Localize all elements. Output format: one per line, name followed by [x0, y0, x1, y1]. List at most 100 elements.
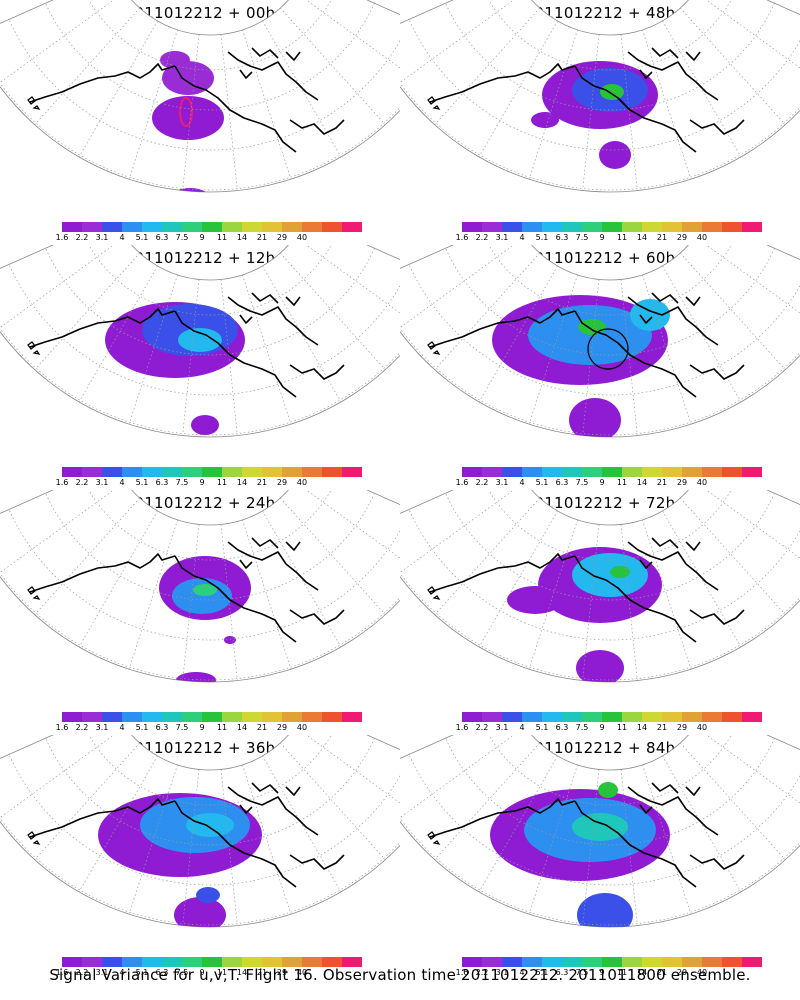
colorbar	[462, 222, 762, 232]
colorbar-swatch	[602, 222, 622, 232]
colorbar-swatch	[162, 467, 182, 477]
coastlines	[429, 292, 745, 398]
colorbar-tick-label: 11	[216, 968, 228, 977]
colorbar-swatch	[82, 957, 102, 967]
colorbar-tick-label: 29	[276, 233, 288, 242]
graticule	[0, 735, 400, 926]
variance-contour	[172, 578, 232, 614]
variance-contour	[572, 553, 648, 597]
colorbar-tick-label: 4	[519, 723, 525, 732]
colorbar-tick-label: 9	[199, 968, 205, 977]
colorbar-tick-label: 6.3	[155, 233, 169, 242]
colorbar-swatch	[222, 467, 242, 477]
colorbar-tick-label: 9	[599, 233, 605, 242]
variance-field	[152, 51, 224, 192]
colorbar-swatch	[562, 222, 582, 232]
colorbar-tick-label: 6.3	[555, 723, 569, 732]
colorbar-swatch	[702, 222, 722, 232]
colorbar	[462, 712, 762, 722]
coastlines	[29, 537, 345, 643]
colorbar-tick-label: 3.1	[495, 723, 509, 732]
colorbar-tick-label: 40	[696, 968, 708, 977]
colorbar-tick-label: 4	[119, 968, 125, 977]
colorbar-tick-label: 3.1	[95, 723, 109, 732]
colorbar-tick-label: 6.3	[555, 478, 569, 487]
colorbar-swatch	[342, 712, 362, 722]
colorbar-swatch	[182, 957, 202, 967]
variance-contour	[193, 584, 217, 596]
colorbar-swatch	[302, 957, 322, 967]
colorbar-tick-label: 9	[199, 233, 205, 242]
map-canvas	[400, 0, 800, 193]
colorbar-labels: 1.6 2.2 3.1 4 5.1 6.3 7.5 9 11 14 21 29 40	[55, 233, 365, 245]
colorbar-tick-label: 2.2	[75, 968, 89, 977]
colorbar	[462, 957, 762, 967]
coastlines	[29, 47, 345, 153]
colorbar-swatch	[342, 467, 362, 477]
colorbar-swatch	[82, 222, 102, 232]
map-canvas	[0, 735, 400, 928]
colorbar-swatch	[662, 467, 682, 477]
graticule	[0, 490, 400, 681]
colorbar-swatch	[642, 467, 662, 477]
colorbar-tick-label: 11	[216, 723, 228, 732]
variance-contour	[191, 415, 219, 435]
colorbar-tick-label: 7.5	[575, 233, 589, 242]
colorbar-labels: 1.6 2.2 3.1 4 5.1 6.3 7.5 9 11 14 21 29 40	[455, 478, 765, 490]
colorbar-tick-label: 3.1	[95, 233, 109, 242]
colorbar-swatch	[342, 222, 362, 232]
colorbar-swatch	[622, 712, 642, 722]
colorbar-swatch	[562, 957, 582, 967]
colorbar-tick-label: 11	[616, 723, 628, 732]
colorbar-tick-label: 3.1	[495, 968, 509, 977]
colorbar-swatch	[722, 467, 742, 477]
variance-contour	[598, 782, 618, 798]
map-panel: 2011012212 + 36h 1.6 2.2 3.1 4 5.1 6.3 7.5 9 11 14…	[0, 735, 400, 980]
colorbar-tick-label: 9	[599, 723, 605, 732]
colorbar-tick-label: 11	[216, 478, 228, 487]
colorbar-swatch	[342, 957, 362, 967]
colorbar-swatch	[322, 712, 342, 722]
colorbar-swatch	[742, 467, 762, 477]
colorbar-swatch	[682, 957, 702, 967]
colorbar-swatch	[682, 712, 702, 722]
coastlines	[429, 782, 745, 888]
colorbar-tick-label: 21	[656, 968, 668, 977]
colorbar-swatch	[582, 222, 602, 232]
colorbar-tick-label: 1.6	[455, 723, 469, 732]
colorbar-swatch	[642, 957, 662, 967]
colorbar-swatch	[222, 957, 242, 967]
colorbar-tick-label: 7.5	[575, 968, 589, 977]
colorbar-swatch	[742, 712, 762, 722]
colorbar-swatch	[142, 467, 162, 477]
colorbar-swatch	[542, 957, 562, 967]
colorbar-swatch	[722, 222, 742, 232]
variance-contour	[578, 319, 606, 335]
colorbar-tick-label: 6.3	[555, 968, 569, 977]
map-panel: 2011012212 + 24h 1.6 2.2 3.1 4 5.1 6.3 7.5 9 11 14…	[0, 490, 400, 735]
colorbar-swatch	[742, 957, 762, 967]
graticule	[400, 0, 800, 191]
colorbar-swatch	[242, 467, 262, 477]
colorbar-swatch	[162, 222, 182, 232]
variance-contour	[528, 305, 652, 365]
colorbar-tick-label: 4	[519, 478, 525, 487]
colorbar-tick-label: 9	[199, 723, 205, 732]
colorbar-tick-label: 6.3	[155, 478, 169, 487]
colorbar-tick-label: 29	[276, 968, 288, 977]
colorbar-tick-label: 1.6	[55, 478, 69, 487]
colorbar-labels: 1.6 2.2 3.1 4 5.1 6.3 7.5 9 11 14 21 29 40	[455, 233, 765, 245]
colorbar-swatch	[222, 222, 242, 232]
panel-title: 2011012212 + 24h	[124, 494, 276, 512]
colorbar-swatch	[562, 712, 582, 722]
colorbar-tick-label: 1.6	[455, 233, 469, 242]
colorbar-swatch	[182, 467, 202, 477]
colorbar-tick-label: 4	[119, 478, 125, 487]
colorbar-tick-label: 5.1	[135, 968, 149, 977]
colorbar-swatch	[582, 712, 602, 722]
colorbar-tick-label: 14	[636, 233, 648, 242]
colorbar-swatch	[502, 467, 522, 477]
colorbar-tick-label: 2.2	[475, 478, 489, 487]
colorbar-swatch	[662, 957, 682, 967]
colorbar-swatch	[702, 712, 722, 722]
